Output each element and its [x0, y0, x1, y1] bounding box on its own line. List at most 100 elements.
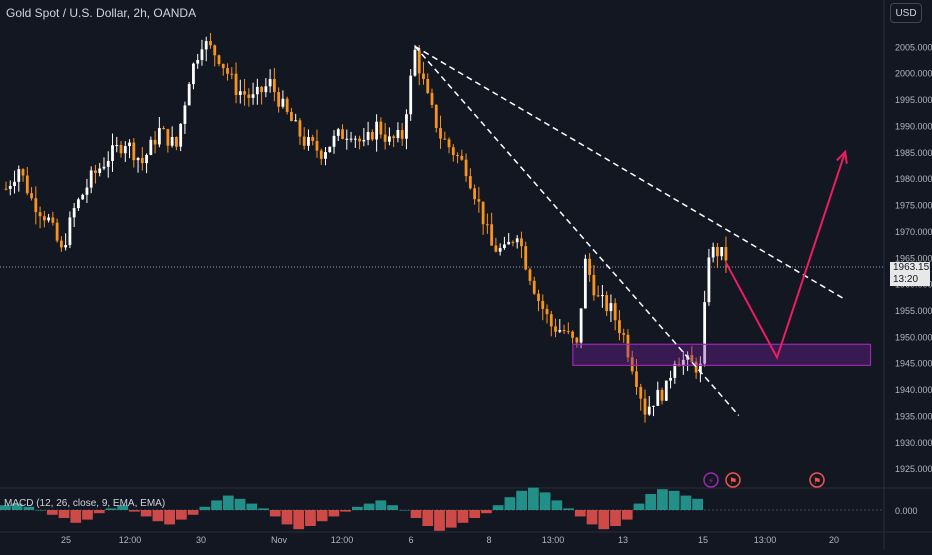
- candle-body: [106, 160, 110, 167]
- candle-body: [430, 92, 434, 105]
- candle-body: [30, 193, 33, 199]
- macd-bar: [692, 498, 703, 510]
- macd-bar: [457, 510, 469, 523]
- macd-bar: [129, 510, 140, 512]
- candle-body: [456, 155, 459, 157]
- candle-body: [115, 145, 119, 147]
- candle-body: [260, 86, 263, 93]
- price-axis-label: 1975.000: [895, 201, 932, 211]
- time-axis-label: 6: [408, 535, 413, 545]
- candle-body: [626, 334, 630, 358]
- macd-axis-label: 0.000: [895, 506, 918, 516]
- candle-body: [153, 139, 157, 145]
- macd-bar: [0, 505, 11, 510]
- candle-body: [196, 59, 200, 64]
- candle-body: [119, 145, 123, 154]
- candle-body: [255, 86, 259, 95]
- macd-bar: [657, 489, 668, 510]
- lightning-icon[interactable]: ⚡: [703, 472, 719, 488]
- macd-bar: [598, 510, 610, 530]
- candle-body: [588, 258, 592, 275]
- macd-bar: [11, 503, 23, 510]
- candle-body: [596, 295, 600, 297]
- candle-body: [85, 187, 89, 195]
- candle-body: [618, 320, 621, 334]
- macd-bar: [363, 503, 375, 510]
- macd-bar: [563, 508, 574, 510]
- flag-icon[interactable]: ⚑: [725, 472, 741, 488]
- candle-body: [447, 139, 451, 148]
- candle-body: [324, 152, 327, 159]
- flag-icon-glyph: ⚑: [813, 476, 821, 486]
- candle-body: [268, 79, 272, 87]
- candle-body: [396, 129, 400, 139]
- candle-body: [319, 150, 323, 159]
- candle-body: [204, 41, 208, 50]
- macd-bar: [398, 510, 410, 511]
- candle-body: [38, 212, 42, 217]
- price-axis-label: 1925.000: [895, 464, 932, 474]
- current-price-tag: 1963.155 13:20: [890, 262, 932, 286]
- candle-body: [575, 337, 579, 343]
- candle-body: [630, 357, 634, 372]
- macd-bar: [152, 510, 164, 522]
- macd-bar: [164, 510, 175, 525]
- macd-bar: [246, 503, 258, 510]
- candle-body: [669, 377, 672, 381]
- candle-body: [47, 217, 50, 221]
- candle-body: [55, 222, 59, 241]
- macd-bar: [222, 495, 234, 510]
- candle-body: [451, 147, 455, 156]
- macd-bar: [328, 510, 340, 517]
- macd-bar: [340, 510, 351, 512]
- price-axis-label: 2005.000: [895, 42, 932, 52]
- candle-body: [213, 45, 217, 56]
- candle-body: [545, 308, 549, 315]
- time-axis-label: 30: [196, 535, 206, 545]
- candle-body: [192, 63, 195, 85]
- currency-button[interactable]: USD: [890, 3, 922, 23]
- trendline: [414, 45, 740, 416]
- macd-bar: [610, 510, 621, 526]
- candle-body: [664, 380, 668, 401]
- candle-body: [639, 386, 643, 399]
- lightning-icon-ring: [703, 472, 719, 488]
- candle-body: [277, 92, 281, 107]
- candle-body: [179, 123, 183, 147]
- candle-body: [272, 79, 276, 93]
- candle-body: [98, 168, 102, 173]
- candle-body: [681, 359, 685, 367]
- flag-icon-glyph: ⚑: [729, 476, 737, 486]
- candle-body: [332, 135, 336, 147]
- macd-bar: [621, 510, 633, 520]
- candle-body: [409, 75, 413, 115]
- candle-body: [400, 129, 404, 139]
- candle-body: [251, 94, 255, 98]
- candle-body: [503, 244, 506, 249]
- candle-body: [302, 136, 306, 146]
- price-axis-label: 1980.000: [895, 174, 932, 184]
- candle-body: [315, 140, 319, 151]
- candle-body: [298, 120, 302, 137]
- flag-icon[interactable]: ⚑: [809, 472, 825, 488]
- candle-body: [549, 314, 553, 327]
- candle-body: [59, 240, 63, 248]
- macd-bar: [176, 510, 187, 520]
- projection-arrowhead: [836, 149, 848, 164]
- price-axis-label: 1995.000: [895, 95, 932, 105]
- candle-body: [707, 257, 711, 303]
- candle-body: [375, 121, 379, 140]
- candle-body: [336, 129, 340, 136]
- candle-body: [238, 91, 242, 95]
- candle-body: [358, 138, 361, 142]
- candle-body: [21, 169, 25, 176]
- projection-path: [725, 151, 847, 360]
- candle-body: [537, 293, 540, 301]
- candle-body: [311, 137, 315, 141]
- price-axis-label: 1955.000: [895, 306, 932, 316]
- candle-body: [566, 331, 570, 333]
- candle-body: [102, 166, 106, 169]
- candle-body: [128, 142, 131, 147]
